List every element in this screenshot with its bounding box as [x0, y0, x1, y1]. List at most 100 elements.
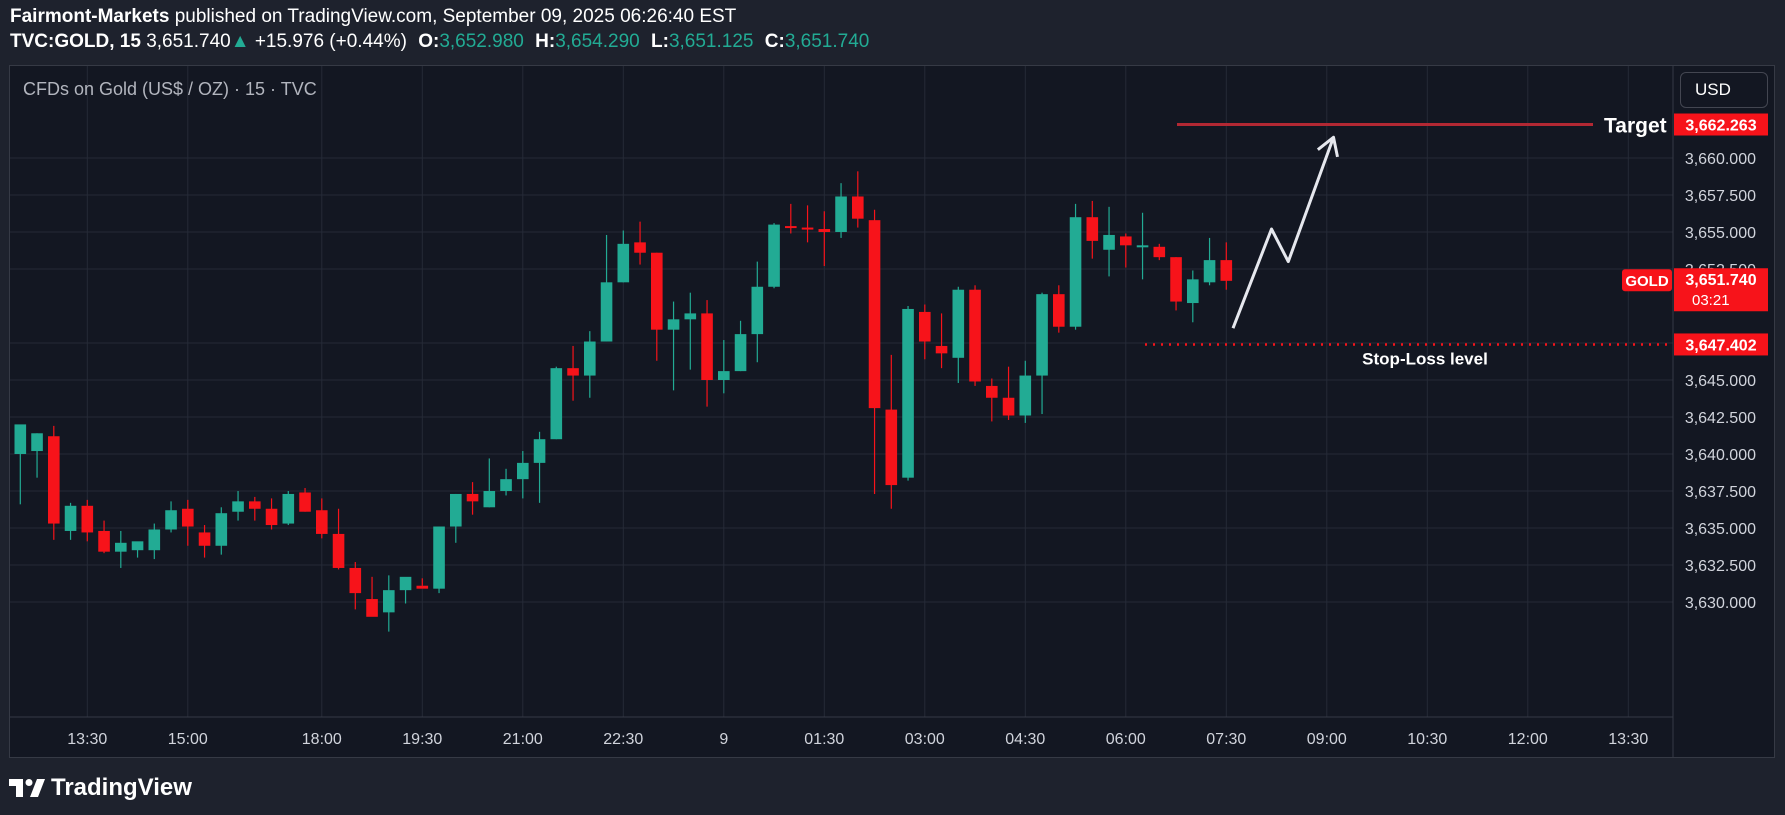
candle-body — [483, 491, 496, 508]
candle-body — [835, 196, 847, 232]
candle-body — [919, 311, 931, 342]
candle — [751, 261, 764, 363]
candle — [115, 530, 127, 568]
y-tick-label: 3,635.000 — [1685, 521, 1756, 538]
tradingview-logo-icon — [9, 779, 45, 797]
candle-body — [1069, 217, 1082, 327]
candle-body — [818, 229, 831, 232]
candle — [500, 468, 512, 496]
target-label: Target — [1604, 115, 1667, 138]
candle — [902, 306, 914, 481]
x-tick-label: 07:30 — [1206, 731, 1246, 748]
candle — [14, 424, 27, 505]
candle — [1120, 233, 1132, 268]
x-tick-label: 9 — [719, 731, 728, 748]
candle — [316, 498, 328, 539]
candle-body — [1187, 279, 1199, 304]
candle — [1153, 243, 1166, 261]
candle — [383, 575, 395, 632]
y-tick-label: 3,645.000 — [1685, 373, 1756, 390]
candle-body — [383, 590, 395, 613]
candle — [1002, 366, 1015, 420]
tradingview-logo[interactable]: TradingView — [9, 774, 192, 802]
candle — [1203, 237, 1216, 286]
symbol-info-line: TVC:GOLD, 15 3,651.740▲ +15.976 (+0.44%)… — [10, 31, 869, 53]
stop-loss-label: Stop-Loss level — [1362, 349, 1488, 368]
candle-body — [1086, 217, 1099, 241]
y-tick-label: 3,655.000 — [1685, 225, 1756, 242]
candle-body — [232, 501, 244, 512]
candle — [617, 230, 630, 283]
x-tick-label: 06:00 — [1106, 731, 1146, 748]
candle-body — [1002, 397, 1015, 416]
candle — [332, 508, 345, 570]
last-price: 3,651.740 — [146, 31, 231, 52]
x-tick-label: 13:30 — [67, 731, 107, 748]
candle — [131, 541, 144, 558]
low-label: L: — [651, 31, 669, 52]
candle — [952, 286, 965, 383]
candle-body — [852, 196, 864, 219]
candle — [282, 491, 295, 526]
y-tick-label: 3,637.500 — [1685, 484, 1756, 501]
x-tick-label: 21:00 — [503, 731, 543, 748]
y-tick-label: 3,632.500 — [1685, 558, 1756, 575]
symbol-tag-label: GOLD — [1625, 273, 1668, 290]
candle-body — [115, 542, 127, 552]
currency-button[interactable]: USD — [1680, 72, 1768, 108]
stop-loss-price-tag — [1674, 333, 1768, 356]
brand-name: TradingView — [51, 774, 192, 801]
candle — [986, 378, 998, 422]
candle — [64, 502, 77, 540]
candle-body — [332, 533, 345, 568]
candle — [701, 300, 713, 407]
candle-body — [550, 368, 563, 440]
candle-body — [500, 479, 512, 491]
candle-body — [584, 341, 596, 376]
candle — [466, 482, 479, 515]
low-value: 3,651.125 — [668, 31, 754, 52]
high-label: H: — [535, 31, 556, 52]
candle-body — [1136, 245, 1149, 248]
candle — [1086, 200, 1099, 259]
candle — [1019, 360, 1032, 423]
candle-body — [801, 227, 814, 230]
candle-body — [952, 289, 965, 358]
candle — [215, 507, 228, 555]
candle — [1136, 212, 1149, 280]
grid-lines — [10, 66, 1673, 717]
candle — [718, 340, 730, 394]
candle-body — [718, 371, 730, 380]
candle-body — [366, 599, 378, 617]
candle — [366, 576, 378, 617]
candle-body — [969, 289, 981, 382]
symbol-tag — [1622, 269, 1672, 292]
candle-body — [868, 220, 881, 409]
publisher-name[interactable]: Fairmont-Markets — [10, 6, 170, 27]
candle — [81, 499, 94, 542]
candle — [399, 576, 412, 604]
candle-body — [14, 424, 27, 454]
price-change: +15.976 (+0.44%) — [254, 31, 407, 52]
candle-body — [1019, 375, 1032, 416]
candle-body — [81, 505, 94, 533]
candle — [299, 488, 311, 512]
candle-body — [148, 529, 161, 551]
candle-body — [1103, 234, 1115, 250]
candle — [48, 425, 60, 540]
candle-body — [667, 319, 680, 330]
candle — [667, 301, 680, 391]
candle-body — [198, 532, 211, 546]
x-tick-label: 01:30 — [804, 731, 844, 748]
candle-body — [1120, 236, 1132, 246]
candle — [533, 431, 546, 503]
candle-body — [399, 576, 412, 591]
candle — [835, 183, 847, 238]
candle — [919, 304, 931, 360]
candle-body — [1036, 294, 1048, 376]
y-tick-label: 3,630.000 — [1685, 595, 1756, 612]
candle — [600, 234, 613, 342]
up-triangle-icon: ▲ — [230, 31, 250, 52]
candle-body — [1170, 257, 1182, 302]
